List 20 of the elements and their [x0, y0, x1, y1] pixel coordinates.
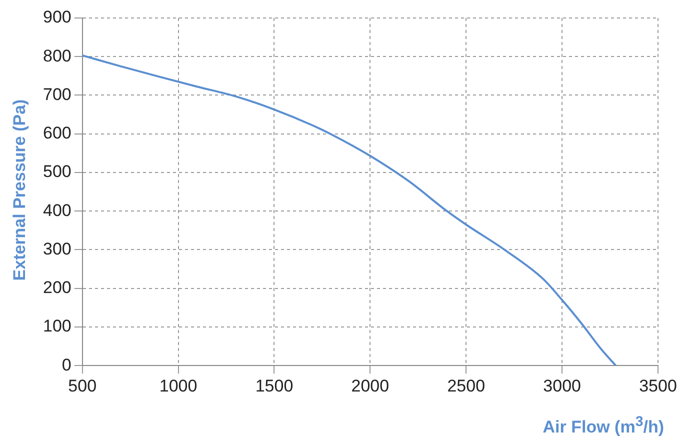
y-tick-label: 100 — [42, 316, 72, 336]
y-tick-label: 300 — [42, 239, 72, 258]
line-series — [82, 54, 617, 366]
x-tick-label: 2000 — [351, 376, 390, 396]
y-tick-label: 400 — [42, 200, 72, 220]
x-tick-label: 1500 — [255, 376, 294, 396]
y-tick-label: 700 — [42, 84, 72, 104]
y-tick-label: 600 — [42, 124, 72, 143]
x-tick-label: 2500 — [447, 376, 486, 396]
x-axis-title: Air Flow (m$^{3}$/h) — [542, 414, 664, 438]
y-tick-label: 900 — [42, 8, 72, 27]
x-tick-label: 3000 — [543, 376, 581, 396]
x-tick-label: 3500 — [639, 376, 677, 396]
x-tick-label: 500 — [68, 376, 97, 396]
y-axis-title: External Pressure (Pa) — [10, 98, 30, 283]
x-tick-label: 1000 — [159, 376, 198, 396]
y-tick-label: 800 — [42, 46, 72, 66]
y-tick-label: 500 — [42, 162, 72, 182]
y-tick-label: 0 — [62, 355, 72, 374]
y-tick-label: 200 — [42, 278, 72, 298]
